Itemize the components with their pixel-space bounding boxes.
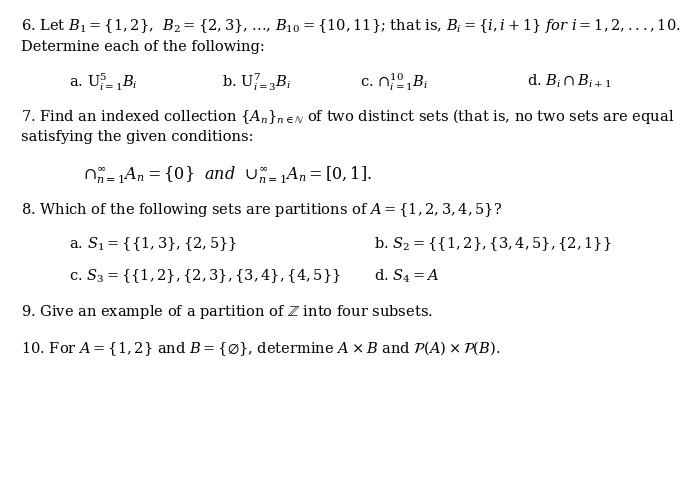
Text: 8. Which of the following sets are partitions of $A = \{1,2,3,4,5\}$?: 8. Which of the following sets are parti… bbox=[21, 201, 502, 219]
Text: 6. Let $B_1 = \{1,2\}$,  $B_2 = \{2,3\}$, ..., $B_{10} = \{10,11\}$; that is, $B: 6. Let $B_1 = \{1,2\}$, $B_2 = \{2,3\}$,… bbox=[21, 17, 681, 35]
Text: c. $S_3 = \{\{1,2\},\{2,3\},\{3,4\},\{4,5\}\}$: c. $S_3 = \{\{1,2\},\{2,3\},\{3,4\},\{4,… bbox=[69, 268, 341, 285]
Text: a. $S_1 = \{\{1,3\},\{2,5\}\}$: a. $S_1 = \{\{1,3\},\{2,5\}\}$ bbox=[69, 236, 238, 253]
Text: d. $B_i \cap B_{i+1}$: d. $B_i \cap B_{i+1}$ bbox=[527, 72, 611, 89]
Text: a. $\mathrm{U}_{i=1}^{5} B_i$: a. $\mathrm{U}_{i=1}^{5} B_i$ bbox=[69, 72, 138, 93]
Text: d. $S_4 = A$: d. $S_4 = A$ bbox=[374, 268, 439, 285]
Text: c. $\cap_{i=1}^{10} B_i$: c. $\cap_{i=1}^{10} B_i$ bbox=[360, 72, 428, 93]
Text: 7. Find an indexed collection $\{A_n\}_{n \in \mathbb{N}}$ of two distinct sets : 7. Find an indexed collection $\{A_n\}_{… bbox=[21, 107, 674, 126]
Text: 9. Give an example of a partition of $\mathbb{Z}$ into four subsets.: 9. Give an example of a partition of $\m… bbox=[21, 303, 432, 322]
Text: b. $\mathrm{U}_{i=3}^{7} B_i$: b. $\mathrm{U}_{i=3}^{7} B_i$ bbox=[222, 72, 291, 93]
Text: $\cap_{n=1}^{\infty}A_n = \{0\}$  $\mathit{and}$  $\cup_{n=1}^{\infty}A_n = [0,1: $\cap_{n=1}^{\infty}A_n = \{0\}$ $\mathi… bbox=[83, 164, 372, 186]
Text: b. $S_2 = \{\{1,2\},\{3,4,5\},\{2,1\}\}$: b. $S_2 = \{\{1,2\},\{3,4,5\},\{2,1\}\}$ bbox=[374, 236, 612, 253]
Text: Determine each of the following:: Determine each of the following: bbox=[21, 40, 265, 55]
Text: satisfying the given conditions:: satisfying the given conditions: bbox=[21, 130, 253, 144]
Text: 10. For $A = \{1,2\}$ and $B = \{\emptyset\}$, determine $A \times B$ and $\math: 10. For $A = \{1,2\}$ and $B = \{\emptys… bbox=[21, 339, 500, 357]
